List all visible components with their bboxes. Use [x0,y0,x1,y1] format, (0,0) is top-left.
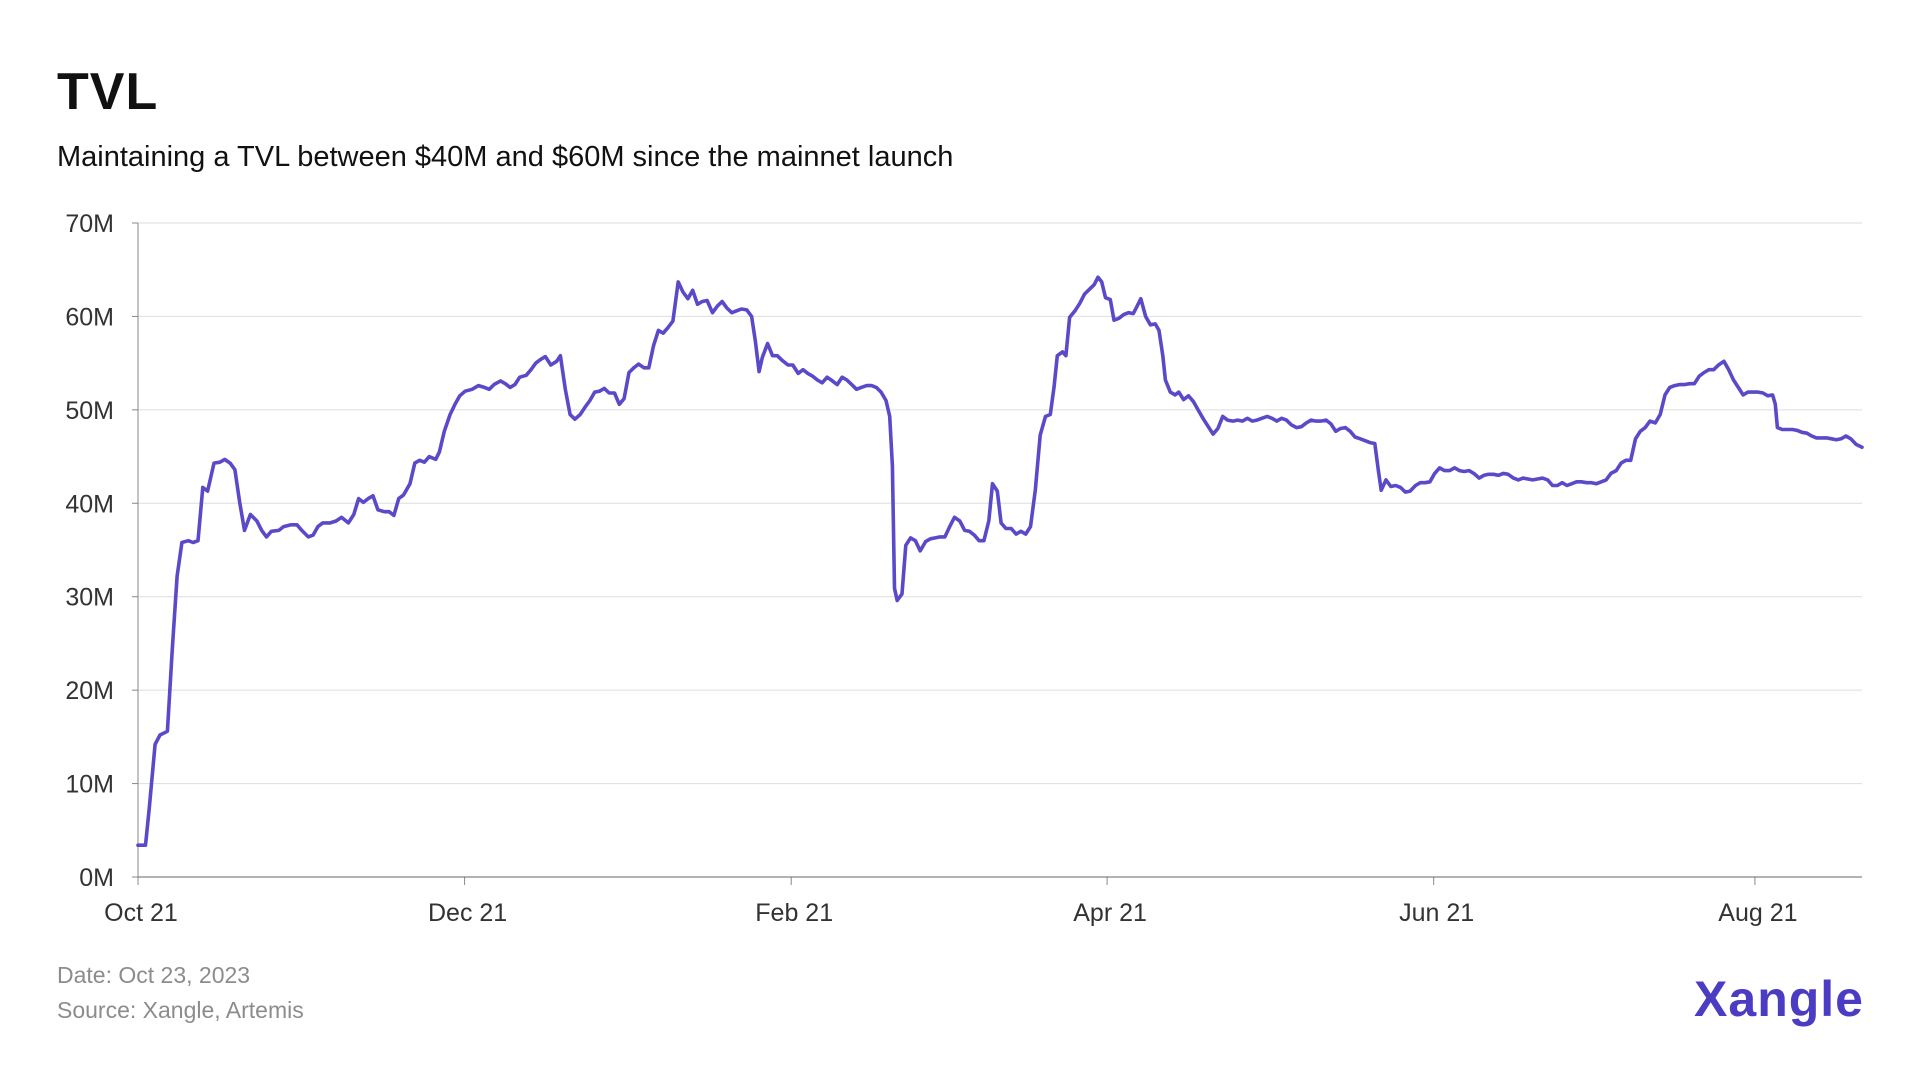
y-tick-label: 60M [65,303,114,331]
y-tick-label: 40M [65,490,114,518]
chart-title: TVL [57,63,159,121]
x-tick-label: Aug 21 [1718,899,1797,927]
y-axis-ticks: 0M 10M 20M 30M 40M 50M 60M 70M [65,210,138,892]
x-tick-label: Apr 21 [1073,899,1147,927]
footer-date: Date: Oct 23, 2023 [57,962,251,988]
y-tick-label: 10M [65,771,114,799]
y-tick-label: 30M [65,584,114,612]
xangle-logo: Xangle [1694,971,1864,1027]
x-axis-ticks: Oct 21 Dec 21 Feb 21 Apr 21 Jun 21 Aug 21 [104,877,1798,927]
y-tick-label: 70M [65,210,114,238]
y-tick-label: 20M [65,677,114,705]
series-line-tvl [136,275,1864,847]
gridlines [138,222,1862,785]
x-tick-label: Dec 21 [428,899,507,927]
footer-source: Source: Xangle, Artemis [57,997,304,1023]
x-tick-label: Feb 21 [755,899,833,927]
y-tick-label: 50M [65,397,114,425]
x-tick-label: Oct 21 [104,899,178,927]
x-tick-label: Jun 21 [1399,899,1474,927]
chart-subtitle: Maintaining a TVL between $40M and $60M … [57,141,954,173]
y-tick-label: 0M [79,864,114,892]
